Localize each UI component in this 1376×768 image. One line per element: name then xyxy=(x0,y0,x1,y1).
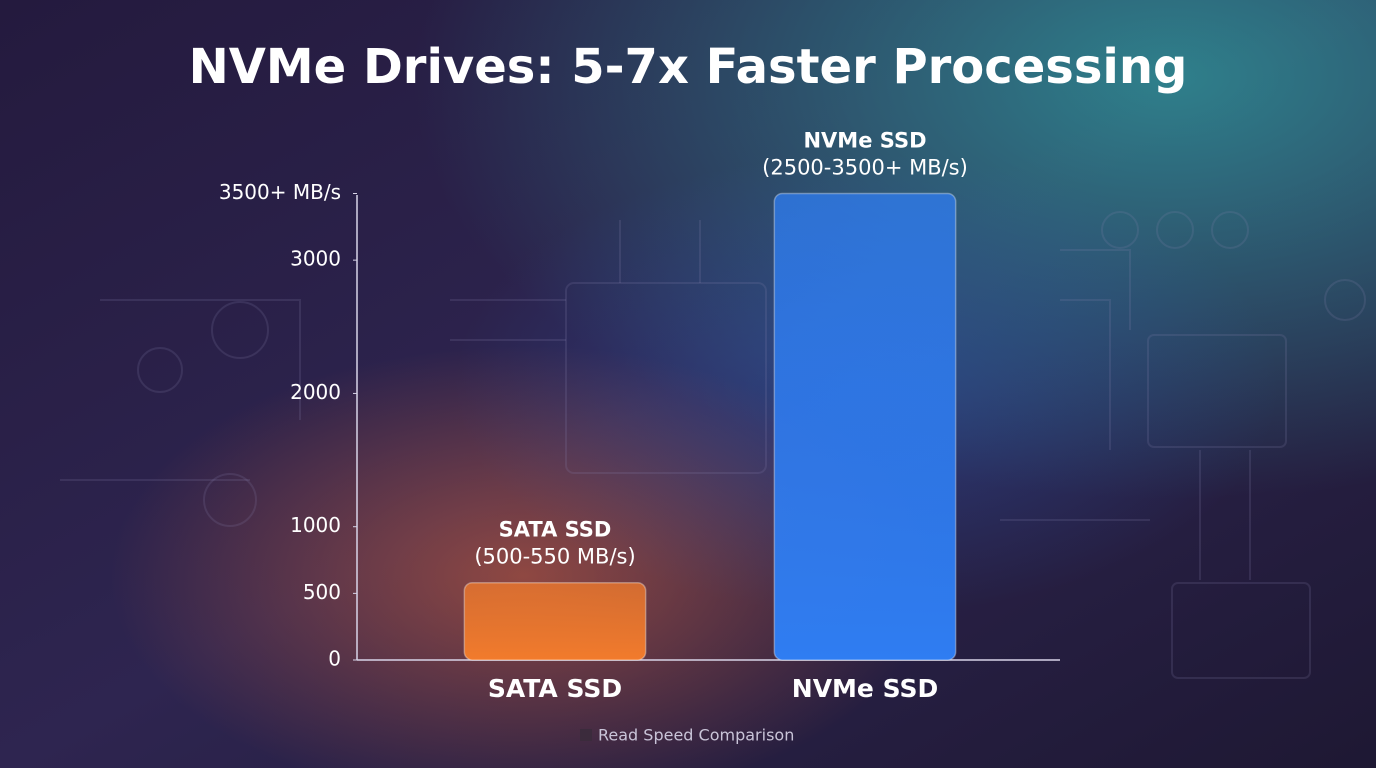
bar xyxy=(463,581,647,661)
annotation-text: (500-550 MB/s) xyxy=(474,545,635,569)
chart-title: NVMe Drives: 5-7x Faster Processing xyxy=(189,39,1188,95)
annotation-title: NVMe SSD xyxy=(803,129,926,153)
y-tick-label: 0 xyxy=(328,647,341,671)
y-tick-label: 3500+ MB/s xyxy=(219,180,341,204)
circuit-decoration xyxy=(60,211,1366,679)
bar xyxy=(773,192,957,661)
x-tick-label: SATA SSD xyxy=(488,674,622,703)
annotation-text: (2500-3500+ MB/s) xyxy=(762,156,968,180)
legend-label: Read Speed Comparison xyxy=(598,726,794,745)
y-tick-label: 3000 xyxy=(290,247,341,271)
y-tick-label: 500 xyxy=(303,580,341,604)
annotation-title: SATA SSD xyxy=(499,518,612,542)
y-tick-label: 1000 xyxy=(290,513,341,537)
y-tick-label: 2000 xyxy=(290,380,341,404)
legend-swatch xyxy=(580,729,592,741)
x-tick-label: NVMe SSD xyxy=(792,674,938,703)
